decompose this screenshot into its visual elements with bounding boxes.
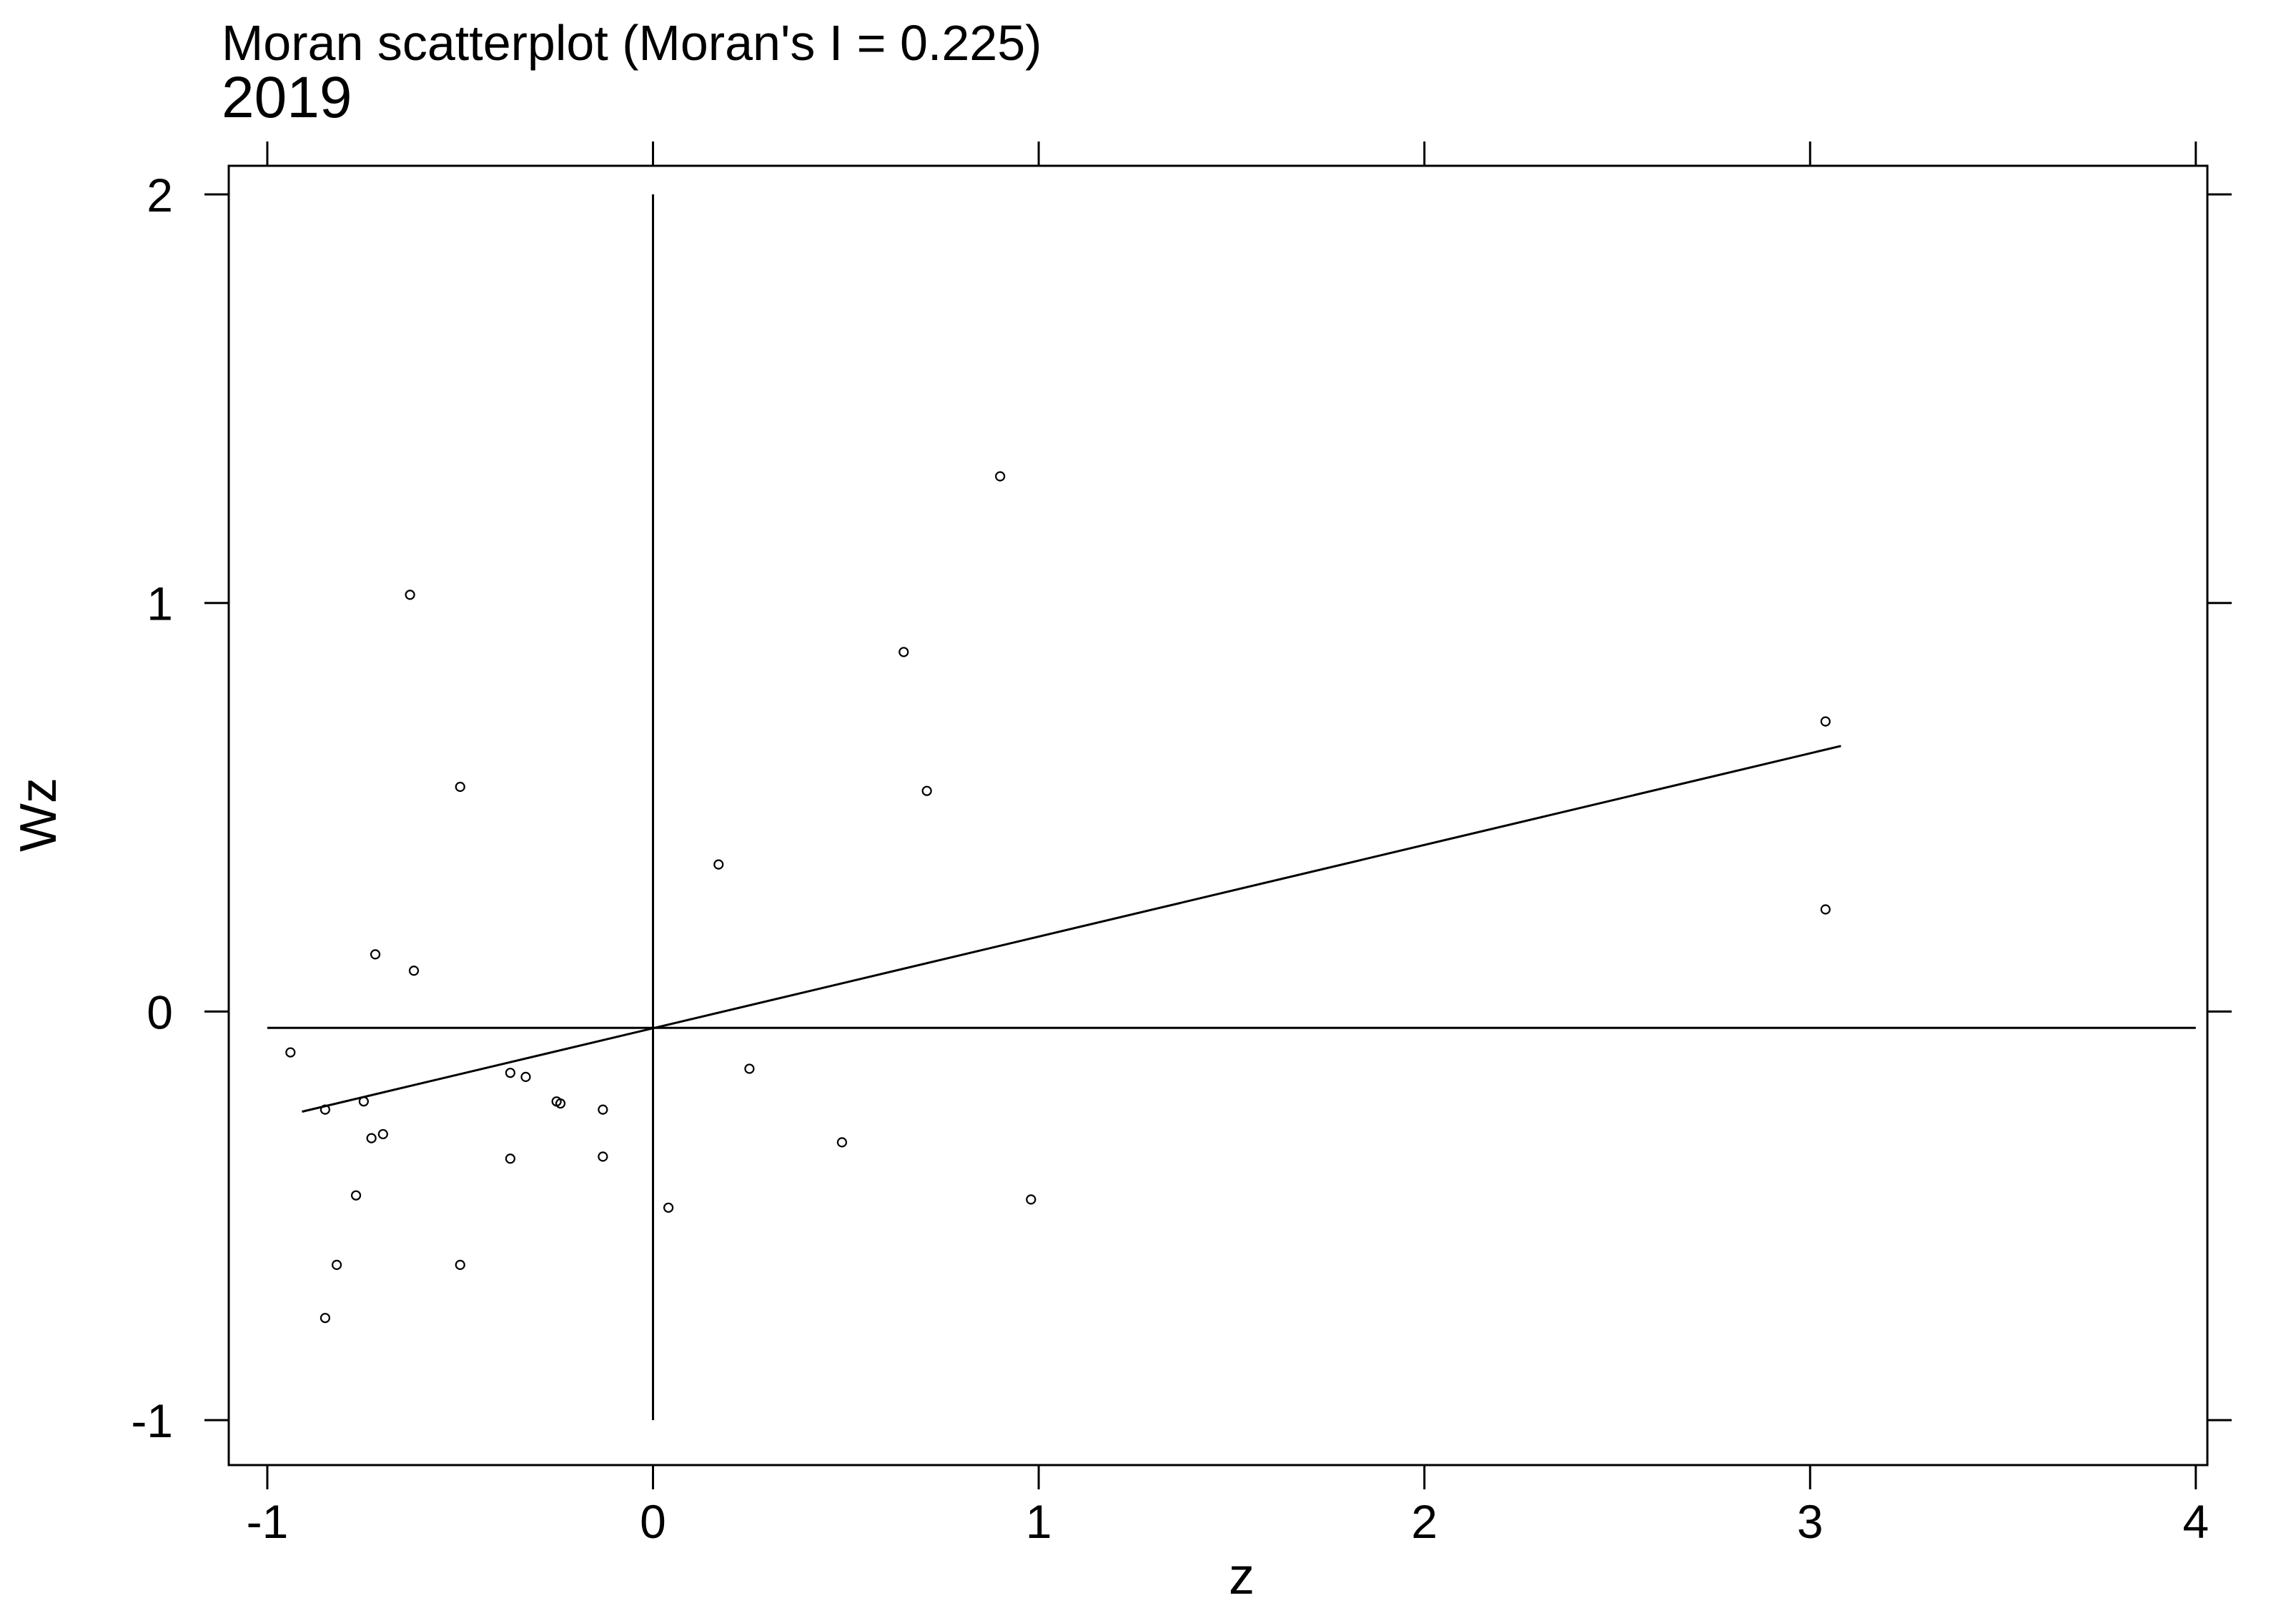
data-point: [377, 1128, 388, 1140]
regression-line-group: [302, 745, 1841, 1113]
data-point: [408, 966, 420, 976]
x-tick-label: 1: [1026, 1495, 1052, 1548]
data-point: [366, 1133, 377, 1143]
data-point: [598, 1151, 608, 1162]
data-point: [320, 1104, 330, 1115]
data-point: [663, 1202, 674, 1213]
data-point: [744, 1063, 755, 1074]
data-point: [713, 859, 724, 870]
data-point: [1820, 716, 1831, 727]
x-axis-ticks: -1 0 1 2 3 4: [247, 142, 2209, 1548]
data-point: [836, 1137, 848, 1148]
data-point: [455, 1259, 465, 1270]
data-point: [1026, 1194, 1036, 1205]
chart-title: Moran scatterplot (Moran's I = 0.225): [222, 15, 1041, 71]
data-point: [320, 1313, 330, 1324]
data-point: [505, 1153, 515, 1164]
x-tick-label: 2: [1411, 1495, 1438, 1548]
data-point: [1820, 904, 1831, 915]
data-point: [405, 590, 415, 600]
data-point: [370, 949, 381, 960]
chart-subtitle: 2019: [222, 65, 352, 130]
data-point: [350, 1190, 362, 1201]
x-tick-label: -1: [247, 1495, 289, 1548]
data-point: [520, 1071, 531, 1082]
data-point: [899, 647, 909, 657]
x-axis-title: z: [1229, 1548, 1255, 1605]
y-tick-label: 2: [147, 169, 173, 222]
y-axis-title: Wz: [10, 778, 67, 852]
y-tick-label: 0: [147, 986, 173, 1038]
y-tick-label: 1: [147, 577, 173, 630]
data-point: [598, 1104, 608, 1115]
reference-lines: [267, 194, 2196, 1421]
data-point: [995, 471, 1006, 482]
x-tick-label: 0: [640, 1495, 666, 1548]
plot-frame: [227, 164, 2209, 1466]
data-point: [285, 1047, 296, 1058]
data-points: [285, 471, 1831, 1324]
x-tick-label: 3: [1797, 1495, 1824, 1548]
x-tick-label: 4: [2182, 1495, 2209, 1548]
y-axis-ticks: -1 0 1 2: [131, 169, 2232, 1447]
data-point: [555, 1098, 566, 1109]
data-point: [921, 785, 932, 796]
y-tick-label: -1: [131, 1394, 173, 1447]
data-point: [358, 1096, 369, 1107]
data-point: [455, 781, 465, 793]
regression-line: [302, 745, 1841, 1113]
data-point: [331, 1259, 342, 1270]
data-point: [505, 1068, 515, 1078]
